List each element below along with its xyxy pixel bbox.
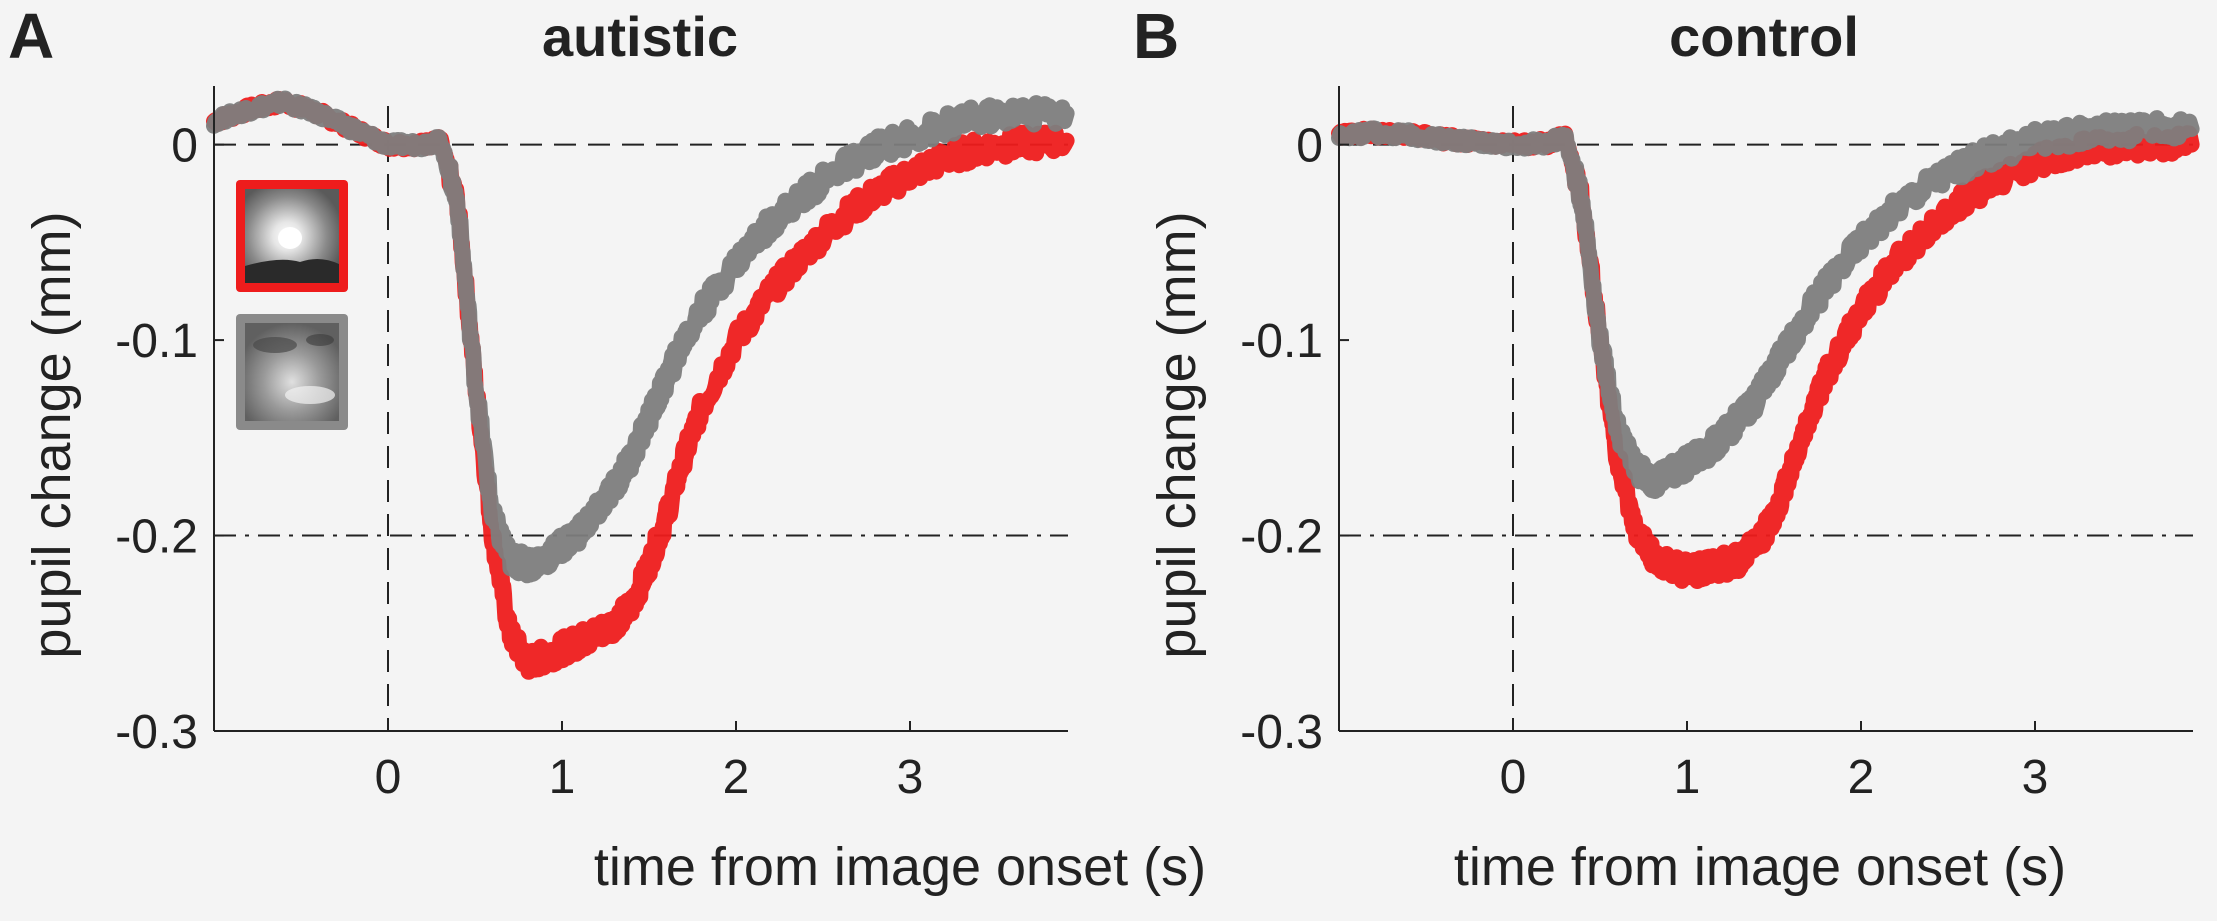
y-axis-label: pupil change (mm): [1147, 211, 1207, 658]
y-tick-label: 0: [171, 120, 198, 173]
x-tick-label: 3: [897, 751, 924, 804]
x-tick-label: 3: [2022, 751, 2049, 804]
reference-lines: [214, 106, 1068, 731]
phase-scrambled-image-icon: [236, 314, 348, 430]
y-axis-label: pupil change (mm): [22, 211, 82, 658]
y-tick-label: 0: [1296, 120, 1323, 173]
x-tick-label: 0: [1500, 751, 1527, 804]
x-tick-label: 0: [375, 751, 402, 804]
y-tick-label: -0.3: [115, 706, 198, 759]
y-tick-label: -0.1: [1240, 315, 1323, 368]
series-line-scrambled-image: [206, 90, 1075, 584]
series-layer: [1331, 110, 2200, 589]
y-ticks: 0 -0.1 -0.2 -0.3: [115, 120, 224, 759]
y-tick-label: -0.3: [1240, 706, 1323, 759]
bright-natural-image-icon: [236, 180, 348, 292]
panel-letter: A: [8, 0, 54, 72]
axes: [1338, 86, 2193, 732]
panel-control: B control 0 -0.1 -0.2 -0.3 0 1 2 3 time from i…: [1133, 0, 2200, 897]
axes: [213, 86, 1068, 732]
x-ticks: 0 1 2 3: [1500, 721, 2049, 804]
x-axis-label: time from image onset (s): [594, 837, 1206, 897]
y-tick-label: -0.2: [115, 511, 198, 564]
chart-title: autistic: [542, 5, 738, 68]
x-axis-label: time from image onset (s): [1454, 837, 2066, 897]
series-line-scrambled-image: [1331, 110, 2200, 499]
chart-title: control: [1669, 5, 1859, 68]
y-tick-label: -0.2: [1240, 511, 1323, 564]
y-ticks: 0 -0.1 -0.2 -0.3: [1240, 120, 1349, 759]
x-ticks: 0 1 2 3: [375, 721, 924, 804]
panel-autistic: A autistic 0 -0.1 -0.2 -0.3 0 1 2 3 time from …: [8, 0, 1206, 897]
x-tick-label: 2: [1848, 751, 1875, 804]
y-tick-label: -0.1: [115, 315, 198, 368]
x-tick-label: 2: [723, 751, 750, 804]
panel-letter: B: [1133, 0, 1179, 72]
x-tick-label: 1: [1674, 751, 1701, 804]
series-layer: [206, 90, 1075, 680]
x-tick-label: 1: [549, 751, 576, 804]
